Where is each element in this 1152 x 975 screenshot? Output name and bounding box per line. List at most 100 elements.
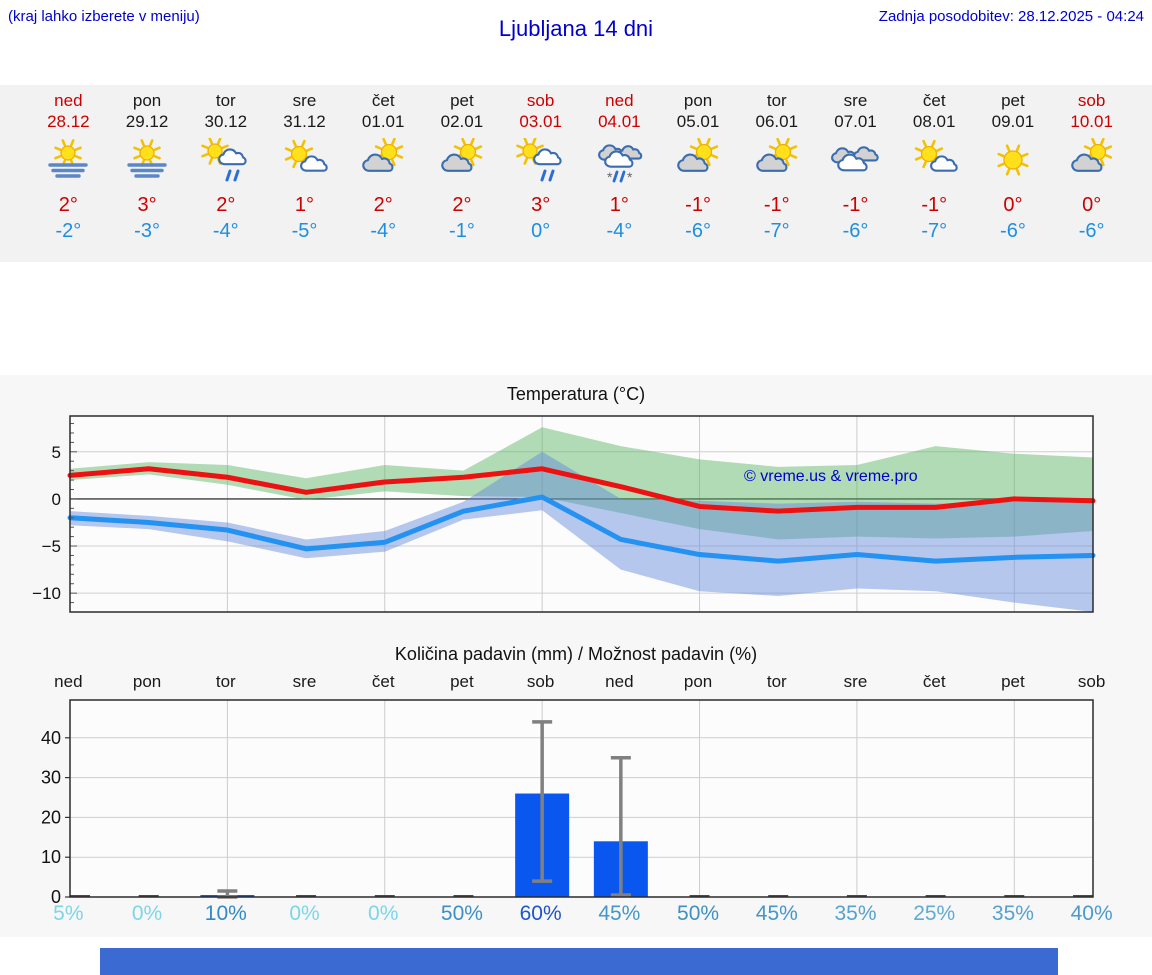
sun-rain-icon (186, 135, 265, 187)
location-menu-hint[interactable]: (kraj lahko izberete v meniju) (8, 8, 200, 25)
day-column: pet 09.01 0° -6° (974, 85, 1053, 262)
cloudy-icon (816, 135, 895, 187)
day-date: 06.01 (755, 112, 799, 131)
day-column: ned 04.01 * * 1° -4° (580, 85, 659, 262)
svg-text:*: * (607, 169, 613, 184)
precip-day-label: pet (1001, 672, 1025, 691)
low-temperature: -7° (763, 220, 790, 242)
copyright-watermark[interactable]: © vreme.us & vreme.pro (744, 468, 918, 485)
day-date: 30.12 (204, 112, 248, 131)
temperature-chart: 5 0 −5 −10 (32, 415, 1096, 613)
high-temperature: 2° (373, 194, 393, 216)
precip-zero-mark (70, 895, 90, 897)
temperature-gridlines (70, 416, 1093, 612)
low-temperature: -5° (291, 220, 318, 242)
precip-zero-mark (138, 895, 159, 897)
day-date: 03.01 (519, 112, 562, 131)
day-name: pet (1001, 91, 1025, 110)
day-date: 31.12 (283, 112, 326, 131)
low-temperature: -4° (606, 220, 633, 242)
svg-text:20: 20 (41, 807, 61, 827)
low-temperature: -2° (55, 220, 82, 242)
svg-text:40: 40 (41, 728, 61, 748)
precip-zero-mark (453, 895, 474, 897)
high-temperature: 2° (58, 194, 78, 216)
precipitation-gridlines (70, 700, 1093, 897)
min-range-band (70, 451, 1093, 612)
svg-text:*: * (627, 169, 633, 184)
precip-zero-mark (768, 895, 789, 897)
svg-text:−5: −5 (42, 537, 61, 556)
precip-probability: 45% (755, 902, 798, 925)
day-column: pet 02.01 2° -1° (423, 85, 502, 262)
day-name: tor (215, 91, 236, 110)
svg-text:0: 0 (51, 887, 61, 905)
precipitation-error-bars (217, 720, 631, 899)
low-temperature: -3° (134, 220, 160, 242)
low-temperature: -4° (370, 220, 397, 242)
precipitation-probability-row: 5% 0% 10% 0% 0% 50% 60% 45% 50% 45% 35% 25% 35% 40% (29, 902, 1131, 926)
svg-text:5: 5 (52, 443, 61, 462)
svg-text:−10: −10 (32, 584, 61, 603)
svg-text:30: 30 (41, 768, 61, 788)
precipitation-chart-title: Količina padavin (mm) / Možnost padavin … (394, 644, 758, 664)
footer-banner[interactable] (100, 948, 1058, 975)
day-date: 02.01 (440, 112, 484, 131)
day-name: tor (766, 91, 787, 110)
sunny-icon (974, 135, 1053, 187)
high-temperature: -1° (921, 194, 948, 216)
day-column: pon 29.12 3° -3° (108, 85, 187, 262)
precip-zero-mark (1073, 895, 1093, 897)
sun-graycloud-icon (659, 135, 738, 187)
low-temperature: -6° (1000, 220, 1026, 242)
day-date: 28.12 (47, 112, 90, 131)
day-name: ned (605, 91, 634, 110)
day-name: ned (54, 91, 83, 110)
day-name: čet (922, 91, 946, 110)
temperature-lines (67, 466, 1096, 564)
precip-probability: 35% (991, 902, 1034, 925)
day-name: sob (526, 91, 555, 110)
day-column: pon 05.01 -1° -6° (659, 85, 738, 262)
high-temperature: -1° (685, 194, 711, 216)
precip-probability: 0% (289, 902, 320, 925)
sun-graycloud-icon (737, 135, 816, 187)
sun-graycloud-icon (423, 135, 502, 187)
low-temperature: -7° (921, 220, 948, 242)
precip-day-label: pon (132, 672, 162, 691)
precip-probability: 50% (677, 902, 720, 925)
precip-zero-mark (1004, 895, 1025, 897)
day-date: 04.01 (598, 112, 641, 131)
sun-rain-icon (501, 135, 580, 187)
low-temperature: 0° (531, 220, 551, 242)
precip-probability: 50% (440, 902, 483, 925)
sun-graycloud-icon (344, 135, 423, 187)
sun-fog-icon (29, 135, 108, 187)
precip-zero-mark (374, 895, 395, 897)
precip-day-label: sob (526, 672, 555, 691)
day-name: sre (843, 91, 868, 110)
day-column: sre 07.01 -1° -6° (816, 85, 895, 262)
low-temperature: -1° (449, 220, 475, 242)
last-update-timestamp: Zadnja posodobitev: 28.12.2025 - 04:24 (878, 8, 1144, 25)
page-title: Ljubljana 14 dni (498, 16, 654, 41)
precip-probability: 25% (913, 902, 956, 925)
day-column: tor 30.12 2° -4° (186, 85, 265, 262)
high-temperature: 2° (216, 194, 236, 216)
sun-cloud-icon (265, 135, 344, 187)
day-date: 07.01 (834, 112, 877, 131)
precip-day-label: sre (843, 672, 868, 691)
day-name: pon (132, 91, 162, 110)
max-temperature-line (67, 466, 1096, 514)
precip-day-label: pet (450, 672, 474, 691)
day-date: 08.01 (912, 112, 956, 131)
precipitation-axis: 0 10 20 30 40 (41, 728, 70, 905)
day-name: sob (1077, 91, 1106, 110)
precipitation-day-labels: ned pon tor sre čet pet sob ned pon tor sre čet pet s… (29, 672, 1131, 692)
high-temperature: 3° (531, 194, 551, 216)
precip-probability: 0% (368, 902, 399, 925)
svg-text:10: 10 (41, 847, 61, 867)
day-column: ned 28.12 2° -2° (29, 85, 108, 262)
temperature-bands (70, 427, 1093, 612)
